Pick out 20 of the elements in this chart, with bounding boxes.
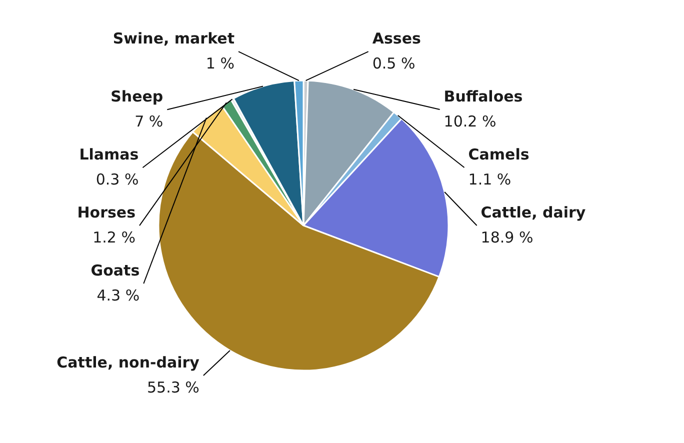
data-label: 1.2 %: [92, 228, 136, 247]
data-label: 0.5 %: [372, 54, 416, 73]
slice-label: Sheep: [110, 88, 164, 106]
slice-label: Swine, market: [112, 30, 234, 48]
slice-label: Cattle, non-dairy: [56, 353, 200, 372]
data-label: 0.3 %: [96, 170, 139, 189]
data-label: 4.3 %: [96, 286, 140, 305]
slice-label: Horses: [77, 204, 136, 222]
data-label: 18.9 %: [480, 228, 534, 247]
data-label: 1.1 %: [468, 170, 512, 189]
slice-label: Cattle, dairy: [480, 204, 586, 222]
slice-label: Asses: [372, 30, 421, 48]
slice-label: Goats: [90, 262, 140, 280]
data-label: 7 %: [134, 112, 164, 131]
data-label: 10.2 %: [444, 112, 496, 131]
data-label: 1 %: [206, 54, 235, 73]
slice-label: Buffaloes: [444, 88, 523, 106]
slice-label: Llamas: [79, 146, 139, 164]
slice-label: Camels: [468, 146, 530, 164]
data-label: 55.3 %: [147, 378, 200, 396]
